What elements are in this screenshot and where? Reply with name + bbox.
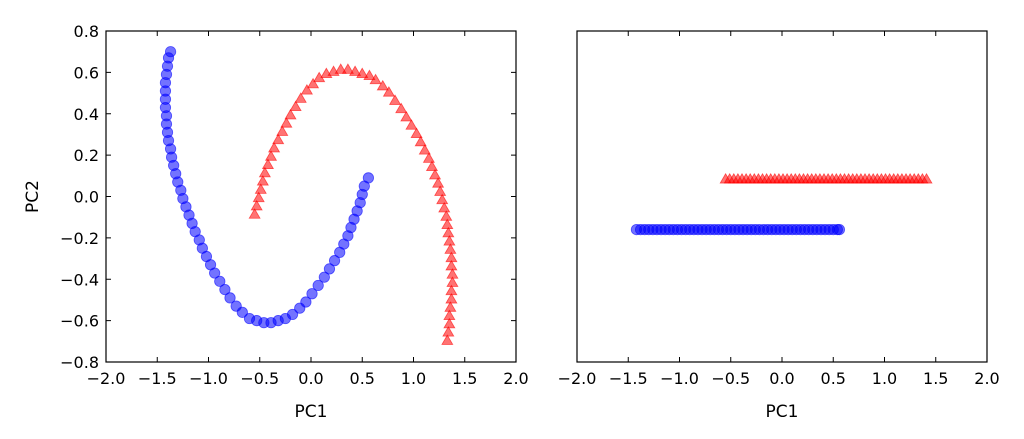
- x-tick-label: 0.5: [350, 369, 375, 388]
- class-0-point-27: [209, 267, 221, 279]
- class-1-point-5: [258, 166, 271, 178]
- class-1-point-36: [425, 160, 439, 172]
- class-1-point-41: [438, 201, 451, 213]
- class-0-point-43: [312, 279, 324, 292]
- class-1-point-12: [284, 108, 297, 120]
- x-axis-label: PC1: [766, 402, 799, 422]
- y-tick-label: −0.4: [60, 270, 99, 289]
- x-tick-label: 1.0: [401, 369, 426, 388]
- class-1-point-26: [376, 79, 389, 91]
- class-1-point-24: [363, 69, 376, 81]
- series-class-0: [630, 224, 846, 236]
- class-1-point-57: [441, 334, 454, 345]
- class-0-point-50: [833, 224, 846, 236]
- x-tick-label: −1.0: [189, 369, 228, 388]
- class-0-point-28: [214, 275, 226, 287]
- class-0-point-46: [328, 255, 341, 267]
- left-scatter-panel: −2.0 −1.5 −1.0 −0.5 0.0 0.5 1.0 1.5 2.0 −0.8 −0.6 −…: [23, 22, 529, 422]
- class-1-point-15: [300, 83, 313, 95]
- x-tick-label: 2.0: [503, 369, 528, 388]
- class-1-point-39: [434, 185, 447, 196]
- x-tick-label: −2.0: [87, 369, 126, 388]
- x-tick-label: −1.0: [660, 369, 699, 388]
- class-1-point-11: [280, 117, 293, 128]
- y-tick-label: 0.8: [74, 22, 99, 41]
- class-1-point-32: [410, 127, 423, 138]
- x-tick-label: 0.0: [298, 369, 323, 388]
- class-1-point-6: [261, 158, 275, 169]
- x-tick-label: 1.0: [872, 369, 897, 388]
- series-class-1: [248, 63, 459, 345]
- x-tick-label: 2.0: [974, 369, 999, 388]
- x-tick-label: 1.5: [923, 369, 948, 388]
- class-0-point-45: [323, 263, 336, 275]
- y-tick-label: 0.6: [74, 63, 99, 82]
- class-1-point-30: [400, 110, 413, 122]
- y-tick-label: −0.2: [60, 229, 99, 248]
- class-1-point-38: [432, 177, 445, 188]
- x-tick-label: 1.5: [452, 369, 477, 388]
- x-tick-label: 0.5: [821, 369, 846, 388]
- class-0-point-56: [362, 172, 374, 184]
- y-tick-label: 0.4: [74, 105, 99, 124]
- class-0-point-29: [219, 283, 231, 296]
- class-1-point-22: [348, 65, 362, 76]
- x-tick-label: −0.5: [240, 369, 279, 388]
- class-1-point-0: [248, 208, 261, 219]
- x-tick-label: −0.5: [711, 369, 750, 388]
- y-tick-label: 0.0: [74, 188, 99, 207]
- class-0-point-39: [286, 308, 299, 321]
- class-0-point-44: [318, 271, 330, 283]
- class-1-point-14: [294, 92, 307, 103]
- class-0-point-42: [306, 288, 318, 300]
- series-class-0: [159, 46, 374, 329]
- y-tick-label: −0.8: [60, 353, 99, 372]
- class-1-point-34: [418, 143, 431, 155]
- class-1-point-4: [256, 175, 269, 186]
- class-1-point-31: [405, 119, 418, 130]
- class-0-point-41: [300, 296, 312, 308]
- class-1-point-27: [382, 86, 395, 97]
- x-tick-label: 0.0: [769, 369, 794, 388]
- class-1-point-21: [341, 63, 354, 74]
- class-1-point-33: [414, 135, 427, 147]
- class-1-point-2: [252, 191, 265, 203]
- class-1-point-40: [436, 193, 449, 205]
- class-0-point-32: [236, 306, 248, 318]
- class-1-point-16: [306, 77, 320, 89]
- class-1-point-3: [254, 183, 267, 194]
- plot-frame: [576, 30, 988, 363]
- class-1-point-25: [369, 73, 382, 85]
- y-tick-label: 0.2: [74, 146, 99, 165]
- class-1-point-37: [428, 168, 442, 180]
- class-1-point-35: [422, 152, 435, 163]
- class-0-point-30: [224, 292, 236, 304]
- class-1-point-23: [356, 67, 369, 78]
- y-tick-label: −0.6: [60, 312, 99, 331]
- class-1-point-28: [388, 94, 402, 105]
- class-1-point-29: [395, 102, 408, 114]
- series-class-1: [719, 172, 933, 184]
- y-axis-label: PC2: [23, 180, 43, 213]
- right-scatter-panel: −2.0 −1.5 −1.0 −0.5 0.0 0.5 1.0 1.5 2.0 PC1: [558, 30, 1000, 422]
- x-tick-label: −1.5: [609, 369, 648, 388]
- class-1-point-13: [289, 100, 302, 112]
- x-axis-label: PC1: [295, 402, 328, 422]
- x-tick-label: −2.0: [558, 369, 597, 388]
- x-tick-label: −1.5: [138, 369, 177, 388]
- class-1-point-8: [268, 141, 281, 153]
- class-1-point-10: [276, 125, 289, 136]
- class-1-point-1: [250, 199, 263, 211]
- class-1-point-7: [264, 150, 278, 161]
- class-1-point-49: [920, 172, 933, 184]
- class-1-point-9: [272, 133, 285, 145]
